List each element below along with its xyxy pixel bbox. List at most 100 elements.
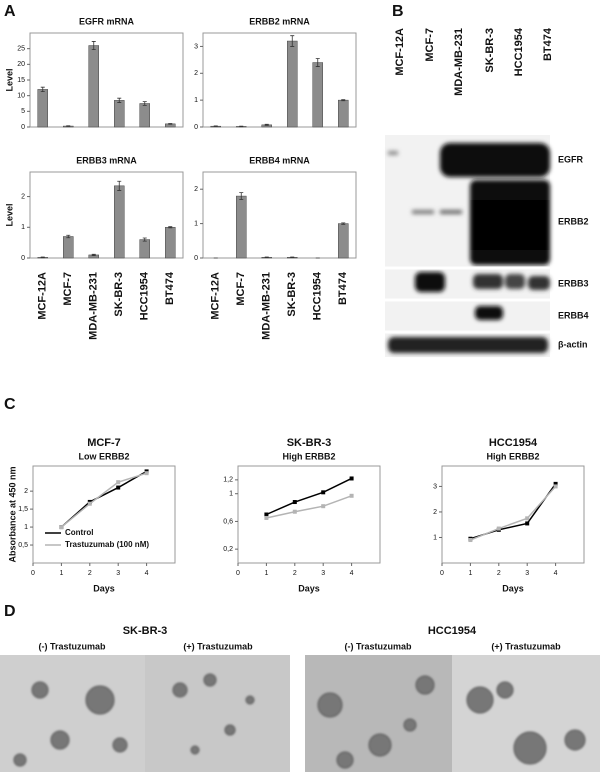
- y-tick-label: 2: [21, 193, 25, 200]
- error-bar: [264, 256, 269, 259]
- error-bar: [168, 123, 173, 125]
- bar: [312, 62, 323, 128]
- error-bar: [40, 86, 45, 92]
- chart-title: HCC1954: [489, 437, 538, 449]
- lane-label: BT474: [542, 27, 554, 61]
- x-tick-label: MDA-MB-231: [261, 272, 273, 340]
- chart-subtitle: Low ERBB2: [78, 451, 129, 461]
- y-tick-label: 1,5: [18, 506, 28, 513]
- band-label: ERBB4: [558, 310, 589, 320]
- x-axis-label: Days: [502, 583, 524, 593]
- error-bar: [66, 234, 71, 239]
- bar: [338, 223, 349, 259]
- x-tick-label: 1: [59, 570, 63, 577]
- point: [264, 512, 269, 517]
- y-tick-label: 1,2: [223, 477, 233, 484]
- y-tick-label: 1: [194, 220, 198, 227]
- y-tick-label: 0,5: [18, 542, 28, 549]
- y-tick-label: 2: [194, 186, 198, 193]
- x-tick-label: MCF-12A: [37, 272, 49, 320]
- x-axis-label: Days: [93, 583, 115, 593]
- y-tick-label: 10: [17, 93, 25, 100]
- error-bar: [315, 58, 320, 67]
- point: [525, 516, 530, 521]
- bar: [63, 236, 74, 259]
- x-tick-label: 0: [440, 570, 444, 577]
- lane-label: SK-BR-3: [484, 28, 496, 73]
- error-bar: [142, 101, 147, 106]
- y-tick-label: 2: [24, 488, 28, 495]
- chart-title: MCF-7: [87, 437, 121, 449]
- chart-title: EGFR mRNA: [79, 16, 135, 26]
- legend-label: Control: [65, 528, 93, 537]
- series-line: [60, 470, 147, 528]
- y-axis-label: Level: [4, 203, 14, 226]
- band-label: β-actin: [558, 339, 588, 349]
- point: [87, 501, 92, 506]
- point: [59, 525, 64, 530]
- bar: [165, 227, 176, 259]
- point: [525, 521, 530, 526]
- lane-label: HCC1954: [513, 27, 525, 76]
- y-tick-label: 5: [21, 108, 25, 115]
- x-tick-label: 1: [468, 570, 472, 577]
- error-bar: [117, 97, 122, 103]
- error-bar: [40, 256, 45, 259]
- x-tick-label: 1: [264, 570, 268, 577]
- point: [321, 504, 326, 509]
- y-tick-label: 20: [17, 61, 25, 68]
- x-tick-label: BT474: [164, 271, 176, 305]
- bar: [139, 239, 150, 259]
- lane-label: MCF-7: [424, 28, 436, 62]
- series-line: [266, 495, 352, 519]
- lane-label: MCF-12A: [394, 28, 406, 76]
- x-tick-label: 3: [321, 570, 325, 577]
- y-tick-label: 0: [194, 124, 198, 131]
- panel-label: B: [392, 3, 404, 20]
- micrograph-title: SK-BR-3: [123, 625, 168, 637]
- band-label: ERBB3: [558, 278, 589, 288]
- error-bar: [264, 123, 269, 126]
- y-tick-label: 0: [21, 255, 25, 262]
- x-tick-label: 3: [116, 570, 120, 577]
- series-line: [266, 477, 352, 516]
- error-bar: [168, 226, 173, 229]
- x-tick-label: SK-BR-3: [286, 272, 298, 317]
- y-axis-label: Absorbance at 450 nm: [7, 466, 17, 562]
- y-tick-label: 25: [17, 46, 25, 53]
- plot-frame: [32, 465, 176, 564]
- bar: [338, 99, 349, 128]
- condition-label: (+) Trastuzumab: [491, 641, 561, 651]
- x-tick-label: MCF-12A: [210, 272, 222, 320]
- error-bar: [66, 125, 71, 127]
- plot-frame: [441, 465, 585, 564]
- x-tick-label: 0: [31, 570, 35, 577]
- chart-subtitle: High ERBB2: [282, 451, 335, 461]
- plot-frame: [237, 465, 381, 564]
- y-tick-label: 15: [17, 77, 25, 84]
- point: [553, 484, 558, 489]
- x-tick-label: MCF-7: [235, 272, 247, 306]
- point: [292, 509, 297, 514]
- chart-title: ERBB2 mRNA: [249, 16, 310, 26]
- point: [321, 490, 326, 495]
- x-tick-label: 4: [554, 570, 558, 577]
- error-bar: [341, 222, 346, 225]
- legend-label: Trastuzumab (100 nM): [65, 540, 149, 549]
- series-line: [60, 472, 147, 528]
- y-tick-label: 1: [21, 224, 25, 231]
- panel-label: C: [4, 396, 16, 413]
- series-line: [470, 483, 557, 540]
- x-tick-label: BT474: [337, 271, 349, 305]
- x-tick-label: SK-BR-3: [113, 272, 125, 317]
- error-bar: [117, 180, 122, 191]
- y-tick-label: 2: [194, 70, 198, 77]
- y-tick-label: 3: [194, 43, 198, 50]
- point: [144, 471, 149, 476]
- x-tick-label: HCC1954: [312, 271, 324, 320]
- plot-frame: [29, 32, 184, 128]
- point: [553, 481, 558, 486]
- lane-label: MDA-MB-231: [453, 28, 465, 96]
- bar: [114, 100, 125, 128]
- point: [116, 480, 121, 485]
